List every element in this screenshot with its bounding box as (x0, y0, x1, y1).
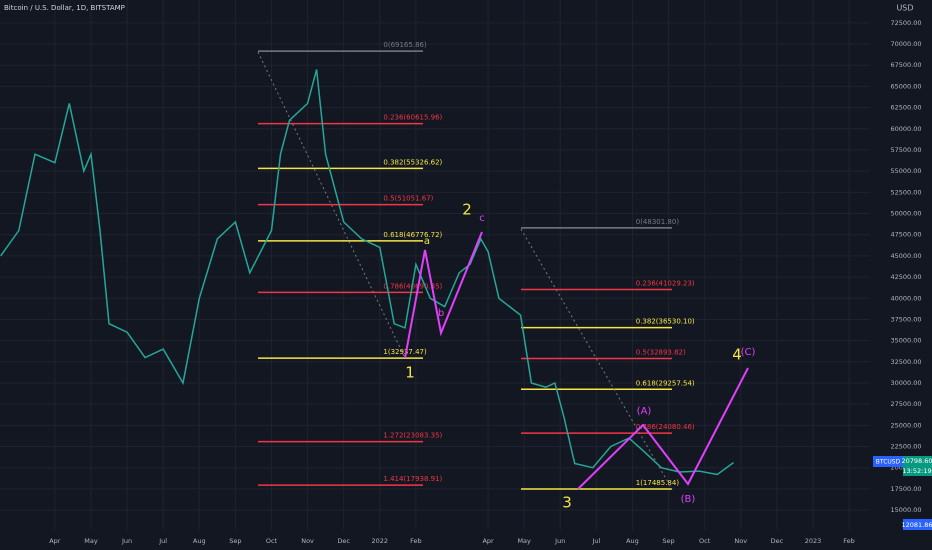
x-tick-label: Aug (193, 537, 206, 545)
fib-label: 0(69165.86) (383, 41, 427, 49)
y-tick-label: 35000.00 (890, 337, 921, 345)
y-tick-label: 67500.00 (890, 61, 921, 69)
fib-label: 0.382(55326.62) (383, 158, 442, 166)
x-tick-label: May (517, 537, 531, 545)
y-tick-label: 15000.00 (890, 506, 921, 514)
y-tick-label: 32500.00 (890, 358, 921, 366)
symbol-tag-text: BTCUSD (876, 459, 901, 466)
x-tick-label: Aug (626, 537, 639, 545)
y-tick-label: 17500.00 (890, 485, 921, 493)
x-tick-label: Jul (591, 537, 600, 545)
x-tick-label: Oct (699, 537, 711, 545)
wave-label: (C) (741, 347, 756, 358)
y-tick-label: 42500.00 (890, 273, 921, 281)
wave-label: c (479, 213, 485, 224)
wave-label: a (424, 236, 430, 247)
countdown-text: 13:52:19 (902, 467, 931, 475)
y-tick-label: 60000.00 (890, 125, 921, 133)
y-tick-label: 30000.00 (890, 379, 921, 387)
x-tick-label: Oct (266, 537, 278, 545)
wave-label: 3 (562, 494, 572, 512)
y-tick-label: 50000.00 (890, 210, 921, 218)
fib-label: 0.5(32893.82) (636, 348, 686, 356)
y-tick-label: 62500.00 (890, 104, 921, 112)
wave-label: 2 (462, 201, 472, 219)
trend-line (257, 51, 406, 359)
wave-label: 4 (732, 346, 742, 364)
x-tick-label: Sep (662, 537, 674, 545)
x-tick-label: Nov (734, 537, 747, 545)
y-tick-label: 47500.00 (890, 231, 921, 239)
x-tick-label: Feb (843, 537, 855, 545)
fib-label: 0.786(24080.46) (636, 423, 695, 431)
fib-label: 1.414(17938.91) (383, 475, 442, 483)
price-series (0, 69, 734, 476)
y-tick-label: 70000.00 (890, 40, 921, 48)
fib-label: 0.382(36530.10) (636, 318, 695, 326)
wave-label: (A) (637, 406, 652, 417)
x-tick-label: Apr (49, 537, 61, 545)
x-tick-label: Nov (301, 537, 314, 545)
trend-line (520, 228, 673, 490)
x-tick-label: Jun (554, 537, 565, 545)
y-tick-label: 57500.00 (890, 146, 921, 154)
fib-label: 0.236(60615.96) (383, 114, 442, 122)
price-line (0, 69, 734, 476)
x-tick-label: 2023 (805, 537, 822, 545)
wave-path (404, 231, 483, 359)
fib-label: 0(48301.80) (636, 218, 680, 226)
fib-label: 0.236(41029.23) (636, 280, 695, 288)
fib-label: 0.5(51051.67) (383, 195, 433, 203)
low-tag-text: 12081.86 (901, 521, 932, 529)
wave-label: 1 (405, 364, 415, 382)
fib-label: 0.618(46776.72) (383, 231, 442, 239)
y-tick-label: 52500.00 (890, 188, 921, 196)
axis-unit: USD (896, 4, 913, 13)
price-tag-text: 20798.60 (901, 457, 932, 465)
y-tick-label: 65000.00 (890, 82, 921, 90)
y-tick-label: 25000.00 (890, 421, 921, 429)
fib-label: 1(17485.84) (636, 479, 680, 487)
x-tick-label: Feb (410, 537, 422, 545)
x-tick-label: Jun (121, 537, 132, 545)
y-tick-label: 22500.00 (890, 443, 921, 451)
x-tick-label: Apr (482, 537, 494, 545)
y-tick-label: 37500.00 (890, 315, 921, 323)
y-tick-label: 55000.00 (890, 167, 921, 175)
x-tick-label: Dec (771, 537, 784, 545)
wave-label: (B) (681, 494, 696, 505)
fib-label: 0.786(40690.35) (383, 282, 442, 290)
y-tick-label: 40000.00 (890, 294, 921, 302)
fib-label: 1.272(23083.35) (383, 432, 442, 440)
symbol-tag (873, 456, 903, 467)
x-tick-label: 2022 (371, 537, 388, 545)
x-tick-label: May (84, 537, 98, 545)
y-tick-label: 72500.00 (890, 19, 921, 27)
x-tick-label: Sep (229, 537, 241, 545)
x-tick-label: Jul (158, 537, 167, 545)
low-tag (903, 519, 932, 530)
axes: 15000.0017500.0020000.0022500.0025000.00… (49, 19, 921, 545)
wave-path (577, 367, 749, 490)
price-tag (903, 456, 932, 476)
wave-label: b (438, 308, 444, 319)
x-tick-label: Dec (337, 537, 350, 545)
fib-label: 0.618(29257.54) (636, 379, 695, 387)
y-tick-label: 45000.00 (890, 252, 921, 260)
chart-title: Bitcoin / U.S. Dollar, 1D, BITSTAMP (4, 4, 125, 12)
y-tick-label: 27500.00 (890, 400, 921, 408)
